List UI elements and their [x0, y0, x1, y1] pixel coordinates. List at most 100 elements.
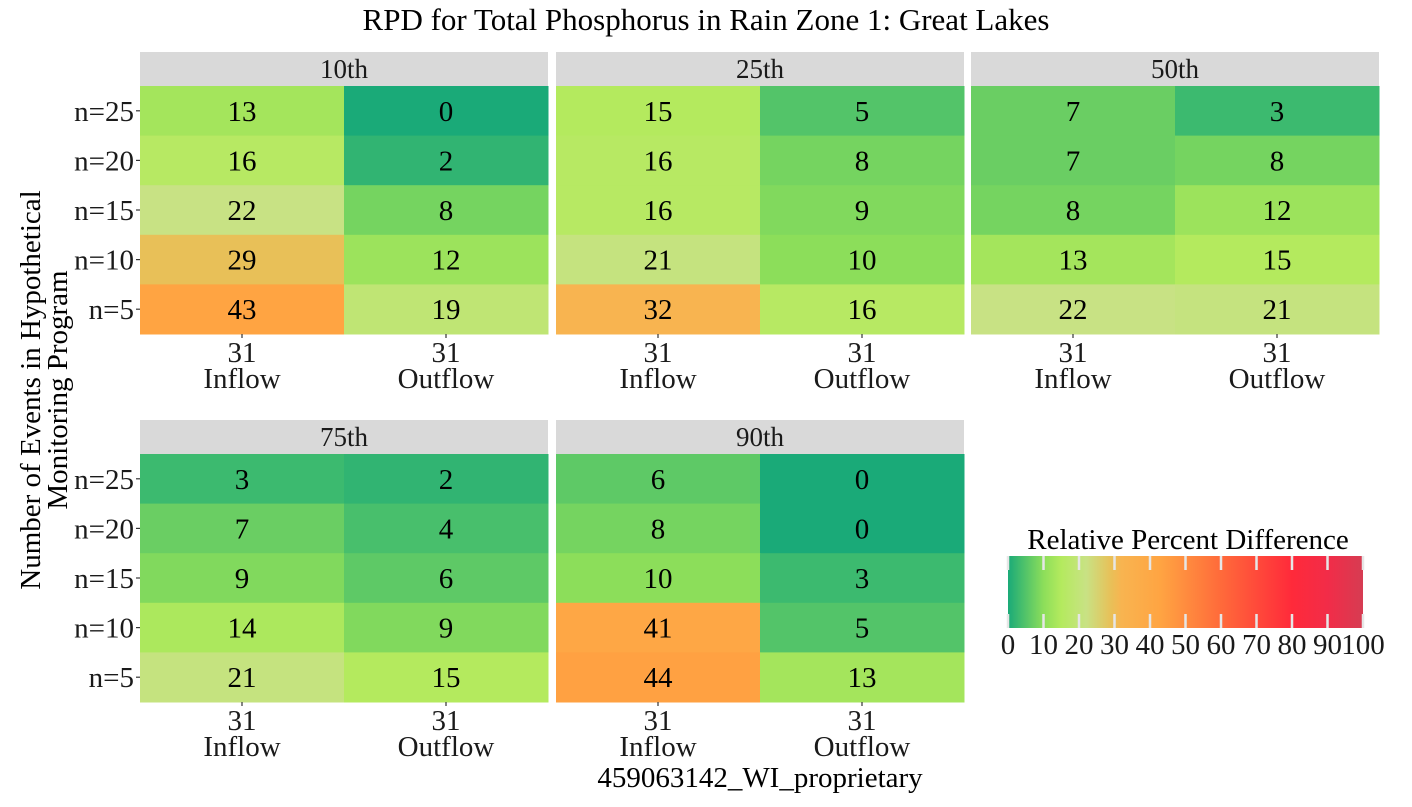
heatmap-cell	[344, 553, 549, 604]
x-tick-count-label: 31	[1263, 337, 1292, 369]
x-tick-count-label: 31	[644, 337, 673, 369]
heatmap-cell	[760, 602, 965, 653]
heatmap-cell	[1175, 185, 1380, 236]
y-tick-label: n=15	[74, 195, 134, 227]
cell-value-label: 6	[439, 563, 454, 595]
heatmap-cell	[140, 234, 345, 285]
heatmap-cell	[344, 284, 549, 335]
x-tick-count-label: 31	[644, 705, 673, 737]
cell-value-label: 15	[644, 96, 673, 128]
heatmap-cell	[556, 602, 761, 653]
x-tick-label: Outflow	[398, 731, 495, 763]
cell-value-label: 12	[1263, 195, 1292, 227]
heatmap-cell	[140, 652, 345, 703]
y-tick-label: n=20	[74, 513, 134, 545]
y-tick-label: n=5	[89, 662, 134, 694]
heatmap-cell	[140, 284, 345, 335]
legend-tick-label: 20	[1065, 629, 1094, 661]
y-tick-label: n=10	[74, 245, 134, 277]
cell-value-label: 12	[432, 245, 461, 277]
cell-value-label: 8	[855, 145, 870, 177]
cell-value-label: 9	[439, 613, 454, 645]
cell-value-label: 16	[848, 294, 877, 326]
heatmap-cell	[760, 185, 965, 236]
heatmap-cell	[140, 503, 345, 554]
cell-value-label: 9	[235, 563, 250, 595]
x-tick-count-label: 31	[848, 337, 877, 369]
cell-value-label: 9	[855, 195, 870, 227]
y-tick-label: n=20	[74, 145, 134, 177]
heatmap-cell	[760, 86, 965, 137]
heatmap-cell	[344, 185, 549, 236]
heatmap-cell	[760, 652, 965, 703]
heatmap-cell	[760, 135, 965, 186]
cell-value-label: 22	[228, 195, 257, 227]
facet-strip	[556, 52, 964, 86]
cell-value-label: 3	[855, 563, 870, 595]
x-tick-label: Outflow	[398, 363, 495, 395]
heatmap-cell	[971, 86, 1176, 137]
cell-value-label: 5	[855, 96, 870, 128]
cell-value-label: 14	[228, 613, 258, 645]
x-tick-count-label: 31	[432, 337, 461, 369]
cell-value-label: 43	[228, 294, 257, 326]
x-tick-label: Inflow	[1034, 363, 1111, 395]
legend-tick-label: 60	[1207, 629, 1236, 661]
cell-value-label: 0	[439, 96, 454, 128]
x-tick-label: Outflow	[814, 363, 911, 395]
heatmap-cell	[556, 454, 761, 505]
cell-value-label: 15	[432, 662, 461, 694]
heatmap-cell	[760, 503, 965, 554]
cell-value-label: 41	[644, 613, 673, 645]
heatmap-cell	[556, 503, 761, 554]
x-tick-count-label: 31	[432, 705, 461, 737]
x-tick-count-label: 31	[1059, 337, 1088, 369]
cell-value-label: 13	[848, 662, 877, 694]
heatmap-cell	[1175, 86, 1380, 137]
heatmap-cell	[140, 86, 345, 137]
heatmap-cell	[344, 135, 549, 186]
x-tick-count-label: 31	[228, 705, 257, 737]
heatmap-cell	[971, 284, 1176, 335]
heatmap-cell	[344, 234, 549, 285]
heatmap-cell	[971, 135, 1176, 186]
cell-value-label: 8	[439, 195, 454, 227]
x-tick-label: Inflow	[619, 363, 696, 395]
cell-value-label: 29	[228, 245, 257, 277]
heatmap-cell	[1175, 284, 1380, 335]
x-tick-count-label: 31	[848, 705, 877, 737]
y-tick-label: n=25	[74, 464, 134, 496]
cell-value-label: 0	[855, 513, 870, 545]
heatmap-cell	[760, 234, 965, 285]
legend-tick-label: 70	[1242, 629, 1271, 661]
cell-value-label: 7	[235, 513, 250, 545]
cell-value-label: 13	[228, 96, 257, 128]
cell-value-label: 21	[644, 245, 673, 277]
heatmap-cell	[556, 284, 761, 335]
facet-strip-label: 75th	[320, 422, 369, 452]
legend-tick-label: 0	[1001, 629, 1016, 661]
heatmap-cell	[344, 86, 549, 137]
heatmap-cell	[344, 454, 549, 505]
cell-value-label: 19	[432, 294, 461, 326]
y-tick-label: n=5	[89, 294, 134, 326]
cell-value-label: 22	[1059, 294, 1088, 326]
heatmap-cell	[556, 135, 761, 186]
y-tick-label: n=25	[74, 96, 134, 128]
cell-value-label: 4	[439, 513, 454, 545]
x-tick-label: Inflow	[203, 731, 280, 763]
legend-tick-label: 90	[1313, 629, 1342, 661]
cell-value-label: 2	[439, 464, 454, 496]
cell-value-label: 8	[651, 513, 666, 545]
heatmap-cell	[556, 553, 761, 604]
facet-strip	[140, 52, 548, 86]
heatmap-cell	[140, 135, 345, 186]
cell-value-label: 3	[1270, 96, 1285, 128]
cell-value-label: 7	[1066, 145, 1081, 177]
x-tick-count-label: 31	[228, 337, 257, 369]
x-tick-label: Inflow	[203, 363, 280, 395]
cell-value-label: 16	[644, 145, 673, 177]
cell-value-label: 16	[228, 145, 257, 177]
x-tick-label: Inflow	[619, 731, 696, 763]
